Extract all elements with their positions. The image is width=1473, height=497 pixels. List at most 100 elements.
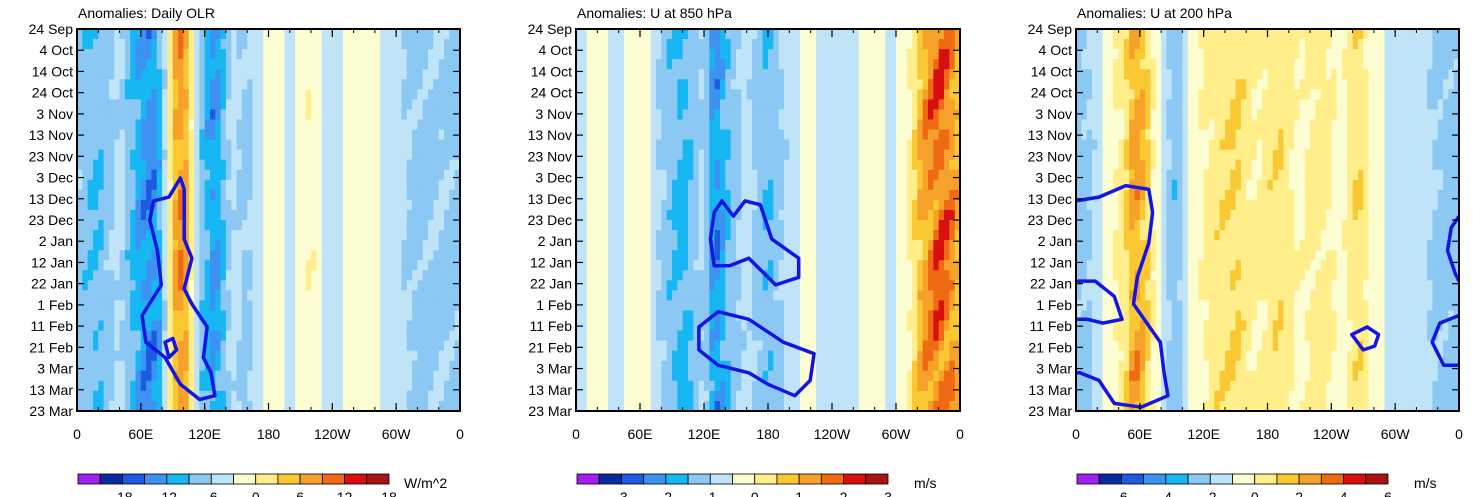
heatmap-cell [172,199,179,211]
heatmap-cell [618,39,625,50]
heatmap-cell [444,119,450,131]
heatmap-cell [645,149,652,161]
heatmap-cell [428,89,434,100]
heatmap-cell [385,99,392,111]
heatmap-cell [92,129,99,141]
heatmap-cell [257,370,264,382]
heatmap-cell [241,109,248,121]
heatmap-cell [348,169,355,181]
heatmap-cell [124,240,131,251]
heatmap-cell [602,29,609,40]
heatmap-cell [119,340,126,352]
heatmap-cell [768,39,774,50]
heatmap-cell [396,270,403,281]
heatmap-cell [300,89,307,100]
heatmap-cell [342,49,349,60]
heatmap-cell [401,220,408,231]
heatmap-cell [130,59,137,70]
heatmap-cell [396,59,403,70]
heatmap-cell [268,240,275,251]
heatmap-cell [108,179,115,191]
heatmap-cell [640,250,646,261]
heatmap-cell [428,230,434,241]
heatmap-cell [746,109,753,121]
heatmap-cell [199,260,206,271]
heatmap-cell [805,79,812,90]
heatmap-cell [247,390,254,402]
heatmap-cell [602,79,609,90]
heatmap-cell [374,159,381,171]
heatmap-cell [231,129,238,141]
heatmap-cell [215,29,222,40]
heatmap-cell [762,260,769,271]
heatmap-cell [842,179,849,191]
heatmap-cell [98,109,105,121]
heatmap-cell [661,99,668,111]
colorbar-label: 18 [381,489,397,497]
heatmap-cell [204,79,211,90]
heatmap-cell [167,250,174,261]
heatmap-cell [108,280,115,291]
heatmap-cell [87,330,94,342]
heatmap-cell [119,89,126,100]
heatmap-cell [305,250,312,261]
heatmap-cell [369,340,376,352]
heatmap-cell [666,400,673,411]
heatmap-cell [645,330,652,342]
heatmap-cell [624,240,630,251]
heatmap-cell [263,39,270,50]
heatmap-cell [87,29,94,40]
heatmap-cell [592,29,598,40]
heatmap-cell [87,169,94,181]
heatmap-cell [805,49,812,60]
heatmap-cell [183,99,190,111]
heatmap-cell [810,260,817,271]
heatmap-cell [188,240,195,251]
heatmap-cell [146,59,153,70]
heatmap-cell [592,209,598,221]
heatmap-cell [252,129,259,141]
heatmap-cell [629,179,636,191]
heatmap-cell [725,119,732,131]
y-tick-label: 3 Nov [36,106,73,122]
heatmap-cell [602,49,609,60]
heatmap-cell [768,320,774,332]
heatmap-cell [864,300,870,312]
heatmap-cell [247,59,254,70]
heatmap-cell [794,300,801,312]
heatmap-cell [698,129,705,141]
heatmap-cell [406,310,413,322]
heatmap-cell [305,169,312,181]
heatmap-cell [289,320,296,332]
heatmap-cell [428,139,434,151]
heatmap-cell [348,270,355,281]
heatmap-cell [279,159,286,171]
heatmap-cell [92,179,99,191]
heatmap-cell [342,149,349,161]
heatmap-cell [634,79,641,90]
heatmap-cell [252,79,259,90]
heatmap-cell [645,250,652,261]
heatmap-cell [816,49,822,60]
heatmap-cell [832,199,838,211]
heatmap-cell [720,390,726,402]
heatmap-cell [241,300,248,312]
heatmap-cell [369,230,376,241]
heatmap-cell [449,129,456,141]
heatmap-cell [172,290,179,302]
heatmap-cell [629,109,636,121]
heatmap-cell [401,380,408,392]
heatmap-cell [592,89,598,100]
heatmap-cell [92,99,99,111]
heatmap-cell [810,230,817,241]
heatmap-cell [842,370,849,382]
heatmap-cell [140,79,147,90]
heatmap-cell [640,29,646,40]
heatmap-cell [433,109,440,121]
heatmap-cell [837,370,844,382]
heatmap-cell [581,370,588,382]
heatmap-cell [725,370,732,382]
heatmap-cell [800,400,806,411]
heatmap-cell [784,149,790,161]
heatmap-cell [98,39,105,50]
